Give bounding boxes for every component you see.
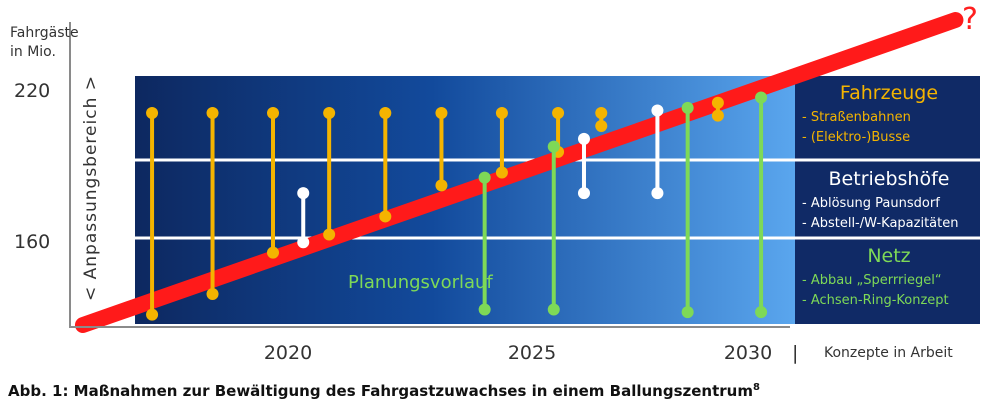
measure-point-start: [478, 171, 491, 184]
measure-point-end: [595, 119, 608, 132]
measure-point-end: [267, 246, 280, 259]
measure-point-start: [146, 107, 159, 120]
measure-point-start: [297, 187, 310, 200]
measure-point-start: [323, 107, 336, 120]
measure-point-start: [267, 107, 280, 120]
caption-footnote: 8: [752, 382, 760, 393]
x-tick-label-2020: 2020: [264, 342, 312, 364]
measure-point-end: [711, 109, 724, 122]
measure-point-start: [711, 96, 724, 109]
measure-point-end: [651, 187, 664, 200]
legend-item: - Abstell-/W-Kapazitäten: [802, 216, 958, 231]
legend-netz: Netz - Abbau „Sperrriegel“ - Achsen-Ring…: [802, 245, 949, 308]
trend-line: [74, 12, 964, 333]
measure-point-start: [755, 91, 768, 104]
legend-betriebshoefe: Betriebshöfe - Ablösung Paunsdorf - Abst…: [802, 168, 958, 231]
legend-panel: [795, 76, 980, 324]
measure-point-start: [681, 101, 694, 114]
legend-fahrzeuge: Fahrzeuge - Straßenbahnen - (Elektro-)Bu…: [802, 82, 938, 145]
trend-end-symbol: ?: [962, 2, 978, 37]
measure-point-start: [435, 107, 448, 120]
axes: [69, 22, 790, 328]
y-bracket-label: < Anpassungsbereich >: [81, 75, 101, 301]
y-tick-label-220: 220: [14, 80, 50, 102]
x-tick-label-2025: 2025: [508, 342, 556, 364]
measure-point-start: [495, 107, 508, 120]
measure-point-start: [577, 132, 590, 145]
legend-title-betriebshoefe: Betriebshöfe: [829, 168, 950, 190]
x-axis-note: Konzepte in Arbeit: [824, 345, 953, 361]
legend-item: - Abbau „Sperrriegel“: [802, 273, 942, 288]
planning-label: Planungsvorlauf: [348, 272, 493, 293]
x-axis-separator: |: [792, 342, 798, 364]
measure-point-start: [595, 107, 608, 120]
measure-point-end: [146, 308, 159, 321]
measure-point-end: [547, 303, 560, 316]
measure-point-end: [577, 187, 590, 200]
measure-point-end: [323, 228, 336, 241]
caption-text: Abb. 1: Maßnahmen zur Bewältigung des Fa…: [8, 382, 753, 400]
y-tick-label-160: 160: [14, 231, 50, 253]
y-axis-label-line2: in Mio.: [10, 44, 56, 60]
measure-point-start: [552, 107, 565, 120]
measure-point-end: [206, 287, 219, 300]
y-axis-label-line1: Fahrgäste: [10, 25, 79, 41]
chart-svg: Fahrgäste in Mio. 220 160 < Anpassungsbe…: [10, 2, 980, 364]
measure-point-start: [379, 107, 392, 120]
x-tick-label-2030: 2030: [724, 342, 772, 364]
figure-caption: Abb. 1: Maßnahmen zur Bewältigung des Fa…: [8, 382, 760, 400]
measure-point-end: [435, 179, 448, 192]
measure-point-end: [755, 306, 768, 319]
measure-point-end: [379, 210, 392, 223]
legend-item: - Achsen-Ring-Konzept: [802, 293, 949, 308]
measure-point-end: [478, 303, 491, 316]
measure-point-end: [495, 166, 508, 179]
measure-point-start: [206, 107, 219, 120]
legend-item: - Ablösung Paunsdorf: [802, 196, 940, 211]
measure-point-start: [651, 104, 664, 117]
legend-item: - (Elektro-)Busse: [802, 130, 910, 145]
measure-point-end: [297, 236, 310, 249]
legend-title-netz: Netz: [867, 245, 910, 267]
legend-title-fahrzeuge: Fahrzeuge: [840, 82, 938, 104]
legend-item: - Straßenbahnen: [802, 110, 911, 125]
measure-point-start: [547, 140, 560, 153]
measure-point-end: [681, 306, 694, 319]
